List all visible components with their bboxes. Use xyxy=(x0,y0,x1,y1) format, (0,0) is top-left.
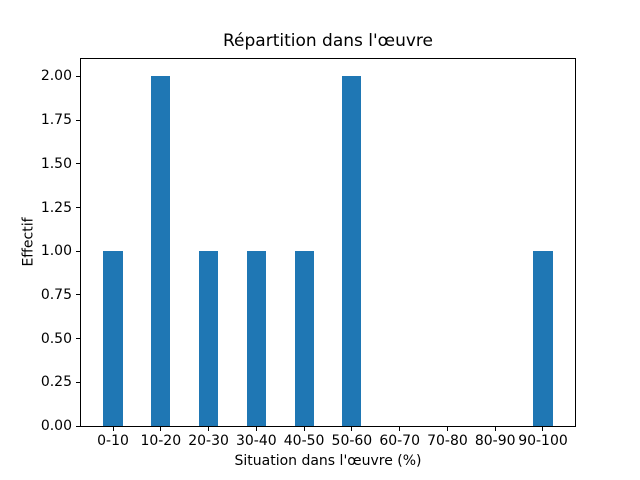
x-tick-mark xyxy=(399,427,401,431)
x-axis-label: Situation dans l'œuvre (%) xyxy=(234,453,422,469)
y-tick-label: 1.75 xyxy=(40,112,72,129)
bar-40-50 xyxy=(294,251,314,426)
bar-0-10 xyxy=(103,251,123,426)
y-tick-label: 0.75 xyxy=(40,286,72,303)
y-tick-mark xyxy=(76,381,80,383)
y-tick-label: 0.50 xyxy=(40,330,72,347)
y-tick-mark xyxy=(76,294,80,296)
x-tick-mark xyxy=(494,427,496,431)
y-tick-label: 0.25 xyxy=(40,374,72,391)
y-tick-mark xyxy=(76,163,80,165)
x-tick-label: 10-20 xyxy=(140,433,182,449)
x-tick-mark xyxy=(112,427,114,431)
y-tick-mark xyxy=(76,119,80,121)
y-tick-mark xyxy=(76,250,80,252)
x-tick-label: 60-70 xyxy=(379,433,420,449)
y-tick-label: 1.25 xyxy=(40,199,72,216)
x-tick-mark xyxy=(446,427,448,431)
x-tick-mark xyxy=(303,427,305,431)
bar-30-40 xyxy=(246,251,266,426)
x-tick-label: 80-90 xyxy=(474,433,516,449)
bar-10-20 xyxy=(151,76,171,426)
y-tick-label: 1.00 xyxy=(40,243,72,260)
x-tick-label: 50-60 xyxy=(331,433,373,449)
y-tick-mark xyxy=(76,338,80,340)
bar-20-30 xyxy=(199,251,219,426)
x-tick-label: 0-10 xyxy=(97,433,129,449)
y-tick-mark xyxy=(76,425,80,427)
y-tick-label: 1.50 xyxy=(40,155,72,172)
y-tick-mark xyxy=(76,207,80,209)
bar-50-60 xyxy=(342,76,362,426)
x-tick-mark xyxy=(351,427,353,431)
x-tick-label: 30-40 xyxy=(235,433,277,449)
bar-90-100 xyxy=(533,251,553,426)
plot-area xyxy=(80,58,576,427)
x-tick-label: 70-80 xyxy=(427,433,468,449)
x-tick-label: 40-50 xyxy=(283,433,325,449)
y-tick-label: 2.00 xyxy=(40,68,72,85)
x-tick-label: 90-100 xyxy=(518,433,568,449)
x-tick-mark xyxy=(542,427,544,431)
y-tick-mark xyxy=(76,75,80,77)
x-tick-mark xyxy=(255,427,257,431)
chart-title: Répartition dans l'œuvre xyxy=(222,31,433,51)
y-tick-label: 0.00 xyxy=(40,418,72,434)
x-tick-label: 20-30 xyxy=(188,433,229,449)
x-tick-mark xyxy=(208,427,210,431)
x-tick-mark xyxy=(160,427,162,431)
